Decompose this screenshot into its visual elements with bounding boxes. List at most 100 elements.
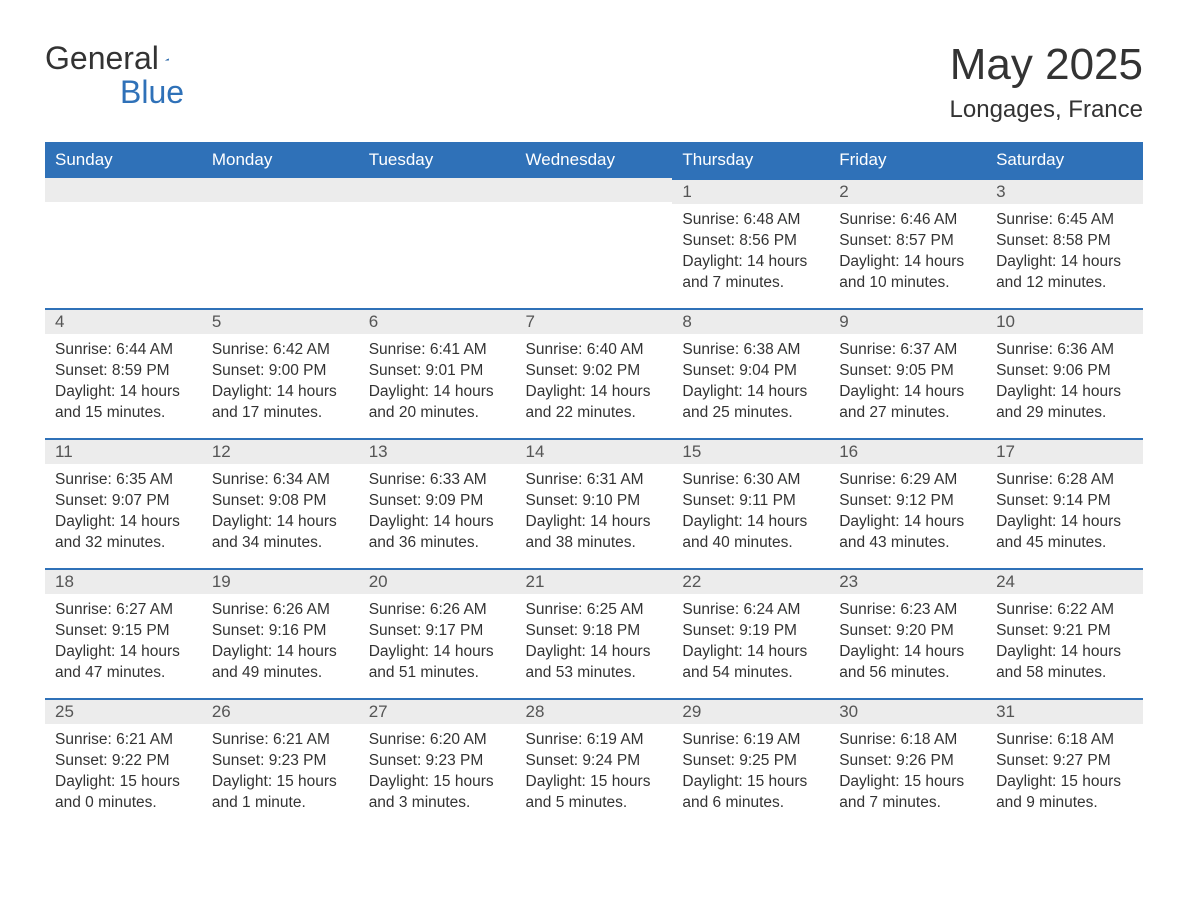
daylight-line: Daylight: 15 hours and 5 minutes. xyxy=(526,772,663,814)
daylight-line: Daylight: 14 hours and 29 minutes. xyxy=(996,382,1133,424)
daylight-line: Daylight: 14 hours and 40 minutes. xyxy=(682,512,819,554)
sunrise-line: Sunrise: 6:48 AM xyxy=(682,210,819,231)
sunrise-line: Sunrise: 6:36 AM xyxy=(996,340,1133,361)
day-details: Sunrise: 6:31 AMSunset: 9:10 PMDaylight:… xyxy=(516,464,673,564)
daylight-line: Daylight: 14 hours and 32 minutes. xyxy=(55,512,192,554)
sunrise-line: Sunrise: 6:20 AM xyxy=(369,730,506,751)
sunrise-line: Sunrise: 6:40 AM xyxy=(526,340,663,361)
calendar-row: 11Sunrise: 6:35 AMSunset: 9:07 PMDayligh… xyxy=(45,438,1143,568)
title-block: May 2025 Longages, France xyxy=(950,40,1143,124)
day-number: 8 xyxy=(672,308,829,334)
sunset-line: Sunset: 9:08 PM xyxy=(212,491,349,512)
daylight-line: Daylight: 14 hours and 49 minutes. xyxy=(212,642,349,684)
sunset-line: Sunset: 9:10 PM xyxy=(526,491,663,512)
day-details: Sunrise: 6:19 AMSunset: 9:24 PMDaylight:… xyxy=(516,724,673,824)
day-cell: 31Sunrise: 6:18 AMSunset: 9:27 PMDayligh… xyxy=(986,698,1143,828)
day-number: 15 xyxy=(672,438,829,464)
daylight-line: Daylight: 14 hours and 58 minutes. xyxy=(996,642,1133,684)
sunrise-line: Sunrise: 6:29 AM xyxy=(839,470,976,491)
sunset-line: Sunset: 9:02 PM xyxy=(526,361,663,382)
calendar-row: 18Sunrise: 6:27 AMSunset: 9:15 PMDayligh… xyxy=(45,568,1143,698)
day-cell: 19Sunrise: 6:26 AMSunset: 9:16 PMDayligh… xyxy=(202,568,359,698)
brand-general: General xyxy=(45,40,159,77)
sunrise-line: Sunrise: 6:44 AM xyxy=(55,340,192,361)
day-cell: 25Sunrise: 6:21 AMSunset: 9:22 PMDayligh… xyxy=(45,698,202,828)
sunset-line: Sunset: 9:18 PM xyxy=(526,621,663,642)
day-details: Sunrise: 6:22 AMSunset: 9:21 PMDaylight:… xyxy=(986,594,1143,694)
col-wednesday: Wednesday xyxy=(516,142,673,178)
daylight-line: Daylight: 14 hours and 27 minutes. xyxy=(839,382,976,424)
day-details: Sunrise: 6:33 AMSunset: 9:09 PMDaylight:… xyxy=(359,464,516,564)
day-details: Sunrise: 6:28 AMSunset: 9:14 PMDaylight:… xyxy=(986,464,1143,564)
day-details: Sunrise: 6:26 AMSunset: 9:17 PMDaylight:… xyxy=(359,594,516,694)
day-details: Sunrise: 6:44 AMSunset: 8:59 PMDaylight:… xyxy=(45,334,202,434)
sunrise-line: Sunrise: 6:21 AM xyxy=(212,730,349,751)
day-cell: 9Sunrise: 6:37 AMSunset: 9:05 PMDaylight… xyxy=(829,308,986,438)
sunset-line: Sunset: 8:56 PM xyxy=(682,231,819,252)
day-number: 14 xyxy=(516,438,673,464)
sunset-line: Sunset: 9:11 PM xyxy=(682,491,819,512)
sunrise-line: Sunrise: 6:31 AM xyxy=(526,470,663,491)
sunrise-line: Sunrise: 6:26 AM xyxy=(369,600,506,621)
day-cell: 3Sunrise: 6:45 AMSunset: 8:58 PMDaylight… xyxy=(986,178,1143,308)
daylight-line: Daylight: 14 hours and 45 minutes. xyxy=(996,512,1133,554)
day-number: 31 xyxy=(986,698,1143,724)
day-details: Sunrise: 6:34 AMSunset: 9:08 PMDaylight:… xyxy=(202,464,359,564)
day-cell: 17Sunrise: 6:28 AMSunset: 9:14 PMDayligh… xyxy=(986,438,1143,568)
day-number: 27 xyxy=(359,698,516,724)
calendar-row: 25Sunrise: 6:21 AMSunset: 9:22 PMDayligh… xyxy=(45,698,1143,828)
day-number: 5 xyxy=(202,308,359,334)
sunrise-line: Sunrise: 6:41 AM xyxy=(369,340,506,361)
col-tuesday: Tuesday xyxy=(359,142,516,178)
day-cell: 4Sunrise: 6:44 AMSunset: 8:59 PMDaylight… xyxy=(45,308,202,438)
sunrise-line: Sunrise: 6:21 AM xyxy=(55,730,192,751)
sunset-line: Sunset: 9:27 PM xyxy=(996,751,1133,772)
sunrise-line: Sunrise: 6:33 AM xyxy=(369,470,506,491)
sunrise-line: Sunrise: 6:18 AM xyxy=(839,730,976,751)
sunrise-line: Sunrise: 6:18 AM xyxy=(996,730,1133,751)
daylight-line: Daylight: 14 hours and 25 minutes. xyxy=(682,382,819,424)
day-details: Sunrise: 6:40 AMSunset: 9:02 PMDaylight:… xyxy=(516,334,673,434)
day-number: 10 xyxy=(986,308,1143,334)
day-details: Sunrise: 6:26 AMSunset: 9:16 PMDaylight:… xyxy=(202,594,359,694)
calendar-body: 1Sunrise: 6:48 AMSunset: 8:56 PMDaylight… xyxy=(45,178,1143,828)
day-cell: 14Sunrise: 6:31 AMSunset: 9:10 PMDayligh… xyxy=(516,438,673,568)
daylight-line: Daylight: 14 hours and 56 minutes. xyxy=(839,642,976,684)
day-cell: 20Sunrise: 6:26 AMSunset: 9:17 PMDayligh… xyxy=(359,568,516,698)
daylight-line: Daylight: 14 hours and 12 minutes. xyxy=(996,252,1133,294)
weekday-header-row: Sunday Monday Tuesday Wednesday Thursday… xyxy=(45,142,1143,178)
sunrise-line: Sunrise: 6:34 AM xyxy=(212,470,349,491)
day-details: Sunrise: 6:21 AMSunset: 9:22 PMDaylight:… xyxy=(45,724,202,824)
day-cell: 5Sunrise: 6:42 AMSunset: 9:00 PMDaylight… xyxy=(202,308,359,438)
day-cell: 21Sunrise: 6:25 AMSunset: 9:18 PMDayligh… xyxy=(516,568,673,698)
day-details: Sunrise: 6:46 AMSunset: 8:57 PMDaylight:… xyxy=(829,204,986,304)
day-details: Sunrise: 6:37 AMSunset: 9:05 PMDaylight:… xyxy=(829,334,986,434)
day-details: Sunrise: 6:18 AMSunset: 9:26 PMDaylight:… xyxy=(829,724,986,824)
day-cell: 10Sunrise: 6:36 AMSunset: 9:06 PMDayligh… xyxy=(986,308,1143,438)
sunrise-line: Sunrise: 6:27 AM xyxy=(55,600,192,621)
daylight-line: Daylight: 15 hours and 0 minutes. xyxy=(55,772,192,814)
daylight-line: Daylight: 14 hours and 54 minutes. xyxy=(682,642,819,684)
daylight-line: Daylight: 14 hours and 47 minutes. xyxy=(55,642,192,684)
col-thursday: Thursday xyxy=(672,142,829,178)
day-cell: 6Sunrise: 6:41 AMSunset: 9:01 PMDaylight… xyxy=(359,308,516,438)
empty-cell xyxy=(359,178,516,308)
day-cell: 8Sunrise: 6:38 AMSunset: 9:04 PMDaylight… xyxy=(672,308,829,438)
day-cell: 16Sunrise: 6:29 AMSunset: 9:12 PMDayligh… xyxy=(829,438,986,568)
day-cell: 30Sunrise: 6:18 AMSunset: 9:26 PMDayligh… xyxy=(829,698,986,828)
sunrise-line: Sunrise: 6:45 AM xyxy=(996,210,1133,231)
day-cell: 13Sunrise: 6:33 AMSunset: 9:09 PMDayligh… xyxy=(359,438,516,568)
day-cell: 23Sunrise: 6:23 AMSunset: 9:20 PMDayligh… xyxy=(829,568,986,698)
day-cell: 7Sunrise: 6:40 AMSunset: 9:02 PMDaylight… xyxy=(516,308,673,438)
sunset-line: Sunset: 9:09 PM xyxy=(369,491,506,512)
day-number: 26 xyxy=(202,698,359,724)
empty-cell xyxy=(516,178,673,308)
col-friday: Friday xyxy=(829,142,986,178)
empty-cell xyxy=(45,178,202,308)
sunrise-line: Sunrise: 6:19 AM xyxy=(526,730,663,751)
sunrise-line: Sunrise: 6:23 AM xyxy=(839,600,976,621)
daylight-line: Daylight: 14 hours and 20 minutes. xyxy=(369,382,506,424)
sunset-line: Sunset: 9:12 PM xyxy=(839,491,976,512)
day-cell: 18Sunrise: 6:27 AMSunset: 9:15 PMDayligh… xyxy=(45,568,202,698)
empty-daynum xyxy=(359,178,516,202)
